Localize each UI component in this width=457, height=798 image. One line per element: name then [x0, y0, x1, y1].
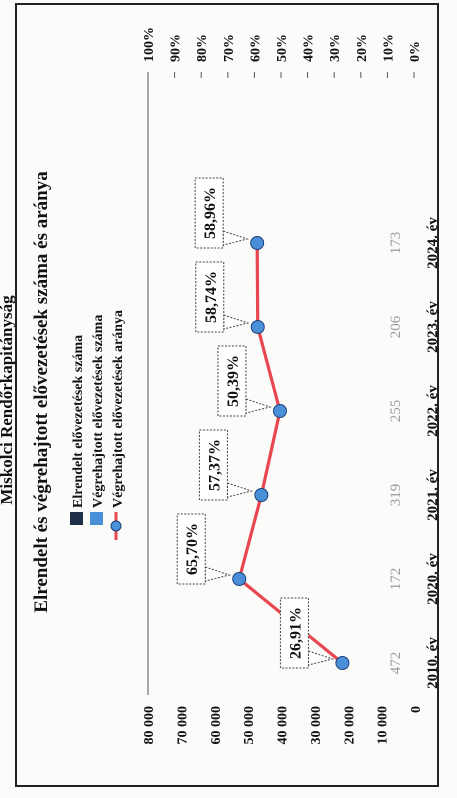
left-axis-tick-label: 70 000 [175, 706, 190, 745]
category-value-label: 206 [388, 315, 404, 338]
right-axis-tick-label: 0% [408, 41, 423, 62]
chart-title: Elrendelt és végrehajtott elővezetések s… [31, 171, 52, 613]
data-label-text: 57,37% [206, 439, 223, 491]
category-value-labels: 472 172 319 255 206 173 [388, 232, 404, 675]
category-value-label: 173 [388, 232, 404, 255]
category-value-label: 255 [388, 400, 404, 423]
callout-box [217, 345, 247, 417]
category-tick-label: 2024. év [425, 217, 441, 269]
ratio-point [272, 404, 287, 418]
legend-swatch-ordered [70, 512, 83, 525]
left-axis-tick-label: 30 000 [309, 706, 324, 745]
data-label-text: 50,39% [225, 355, 242, 407]
legend-swatch-executed [90, 512, 103, 525]
left-axis-tick-label: 20 000 [342, 706, 357, 745]
category-tick-label: 2010. év [425, 637, 441, 689]
callout-pointer [204, 566, 232, 582]
data-label-text: 58,74% [203, 271, 220, 323]
category-tick-label: 2021. év [425, 469, 441, 521]
right-axis-tick-label: 80% [195, 34, 210, 62]
category-value-label: 319 [388, 484, 404, 507]
right-axis-tick-label: 100% [142, 27, 157, 62]
ratio-point [250, 236, 265, 250]
data-label-callout: 50,39% [217, 345, 272, 417]
category-tick-label: 2020. év [425, 553, 441, 605]
category-tick-label: 2022. év [425, 385, 441, 437]
right-axis-tick-label: 50% [275, 34, 290, 62]
left-axis-tick-label: 40 000 [276, 706, 291, 745]
legend-label-ordered: Elrendelt elővezetések száma [71, 335, 86, 508]
data-label-text: 26,91% [287, 607, 304, 659]
category-value-label: 472 [388, 652, 404, 675]
callout-pointer [245, 398, 272, 414]
legend-label-executed: Végrehajtott elővezetések száma [91, 315, 106, 508]
right-axis-tick-label: 10% [381, 34, 396, 62]
data-label-text: 58,96% [202, 187, 219, 239]
callout-box [176, 513, 206, 585]
data-labels: 26,91% 65,70% 57,37% 50,39% 58,74% 58,96% [176, 177, 335, 669]
callout-pointer [226, 482, 254, 498]
ratio-point [250, 320, 265, 334]
left-axis-ticks: 0 10 000 20 000 30 000 40 000 50 000 60 000 70 … [142, 706, 424, 745]
right-axis-tick-label: 90% [169, 34, 184, 62]
left-axis-tick-label: 10 000 [376, 706, 391, 745]
right-axis-tick-label: 60% [248, 34, 263, 62]
chart-frame [15, 3, 439, 787]
data-label-text: 65,70% [184, 523, 201, 575]
category-tick-label: 2023. év [425, 301, 441, 353]
legend: Elrendelt elővezetések száma Végrehajtot… [70, 310, 126, 540]
right-axis-tick-label: 40% [302, 34, 317, 62]
category-value-label: 172 [388, 568, 404, 591]
legend-label-ratio: Végrehajtott elővezetések aránya [111, 310, 126, 508]
callout-pointer [222, 230, 249, 246]
left-axis-tick-label: 60 000 [209, 706, 224, 745]
right-axis-tick-label: 30% [328, 34, 343, 62]
callout-box [279, 597, 309, 669]
left-axis-tick-label: 80 000 [142, 706, 157, 745]
ratio-point [254, 488, 269, 502]
left-axis-tick-label: 50 000 [242, 706, 257, 745]
ratio-point [232, 572, 247, 586]
data-label-callout: 58,74% [195, 261, 250, 333]
data-label-callout: 26,91% [279, 597, 335, 669]
callout-box [198, 429, 228, 501]
right-axis-tick-label: 70% [222, 34, 237, 62]
callout-box [194, 177, 224, 249]
data-label-callout: 58,96% [194, 177, 249, 249]
right-axis-tick-label: 20% [355, 34, 370, 62]
ratio-series-line [237, 242, 344, 665]
legend-marker-ratio [110, 520, 122, 532]
right-axis-ticks: 0% 10% 20% 30% 40% 50% 60% 70% 80% 90% 100% [142, 27, 423, 78]
category-axis-ticks: 2010. év 2020. év 2021. év 2022. év 2023. év… [425, 217, 441, 689]
header-fragment: Miskolci Rendőrkapitányság [0, 295, 16, 505]
data-label-callout: 57,37% [198, 429, 254, 501]
left-axis-tick-label: 0 [409, 706, 424, 713]
callout-box [195, 261, 225, 333]
ratio-point [335, 656, 350, 670]
callout-pointer [223, 314, 250, 330]
data-label-callout: 65,70% [176, 513, 232, 585]
series-ratio [232, 236, 350, 670]
